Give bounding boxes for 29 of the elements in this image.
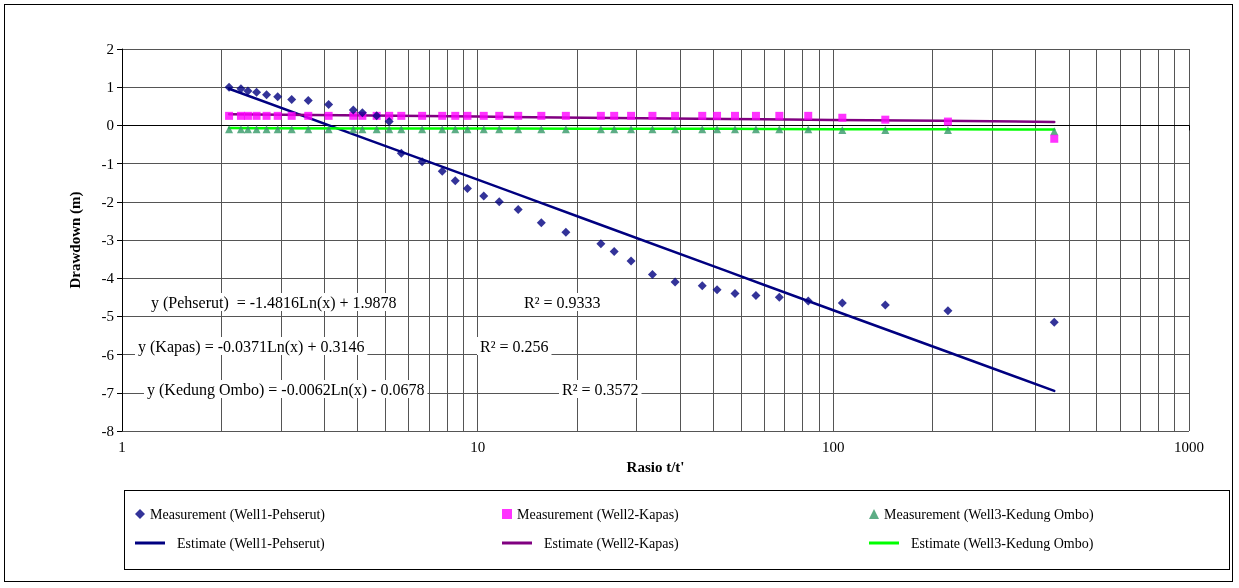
- x-axis-title: Rasio t/t': [626, 458, 685, 475]
- x-tick-label: 10: [470, 438, 486, 455]
- annotation: R² = 0.256: [480, 337, 549, 355]
- y-axis-title: Drawdown (m): [66, 191, 84, 289]
- y-tick-label: -6: [101, 346, 115, 363]
- y-tick-label: -4: [101, 270, 115, 287]
- y-tick-label: -3: [101, 232, 114, 248]
- y-tick-label: -5: [101, 308, 114, 325]
- annotation: R² = 0.9333: [524, 293, 601, 311]
- y-tick-label: 0: [106, 117, 114, 134]
- x-tick-label: 100: [822, 438, 845, 455]
- y-tick-label: -1: [101, 155, 114, 172]
- legend-label: Measurement (Well3-Kedung Ombo): [884, 506, 1094, 523]
- x-tick-label: 1: [118, 438, 126, 455]
- annotation: y (Pehserut) = -1.4816Ln(x) + 1.9878: [151, 293, 397, 312]
- annotation: y (Kedung Ombo) = -0.0062Ln(x) - 0.0678: [147, 380, 425, 399]
- y-tick-label: -8: [101, 423, 114, 439]
- annotation: R² = 0.3572: [562, 380, 639, 398]
- legend-label: Estimate (Well1-Pehserut): [177, 535, 326, 552]
- y-tick-label: -2: [101, 193, 114, 210]
- annotation: y (Kapas) = -0.0371Ln(x) + 0.3146: [138, 337, 365, 356]
- legend-label: Measurement (Well1-Pehserut): [150, 506, 326, 523]
- y-tick-label: 1: [106, 79, 114, 96]
- legend-label: Measurement (Well2-Kapas): [517, 506, 680, 523]
- legend-label: Estimate (Well2-Kapas): [544, 535, 679, 552]
- legend-label: Estimate (Well3-Kedung Ombo): [911, 535, 1094, 552]
- x-tick-label: 1000: [1174, 438, 1204, 455]
- y-tick-label: -7: [101, 384, 115, 401]
- y-tick-label: 2: [106, 41, 114, 57]
